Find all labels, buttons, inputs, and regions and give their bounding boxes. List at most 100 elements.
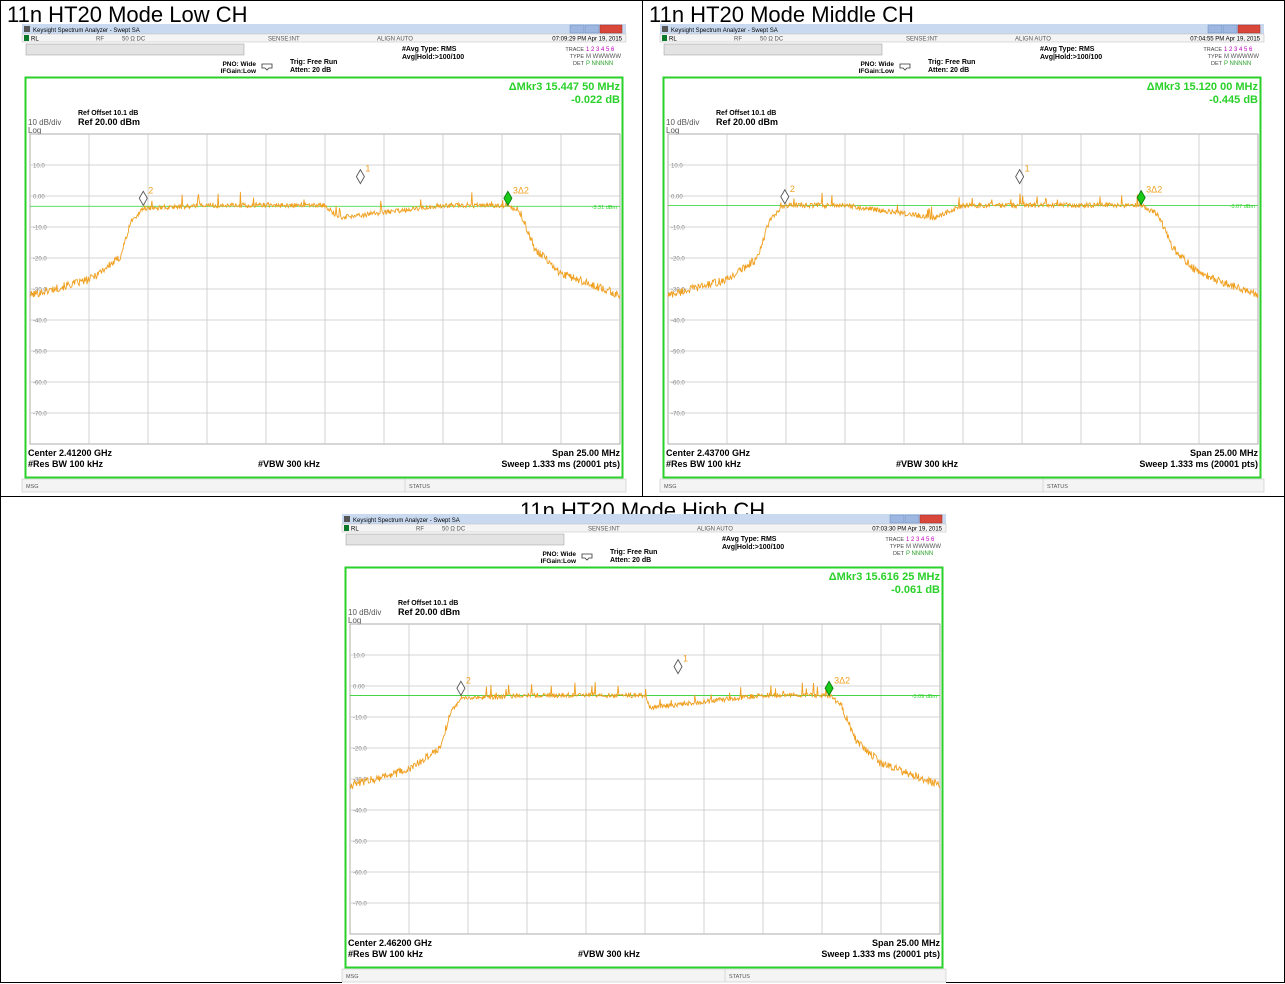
status-rf: RF bbox=[96, 37, 104, 43]
marker-3-diamond bbox=[1136, 189, 1146, 206]
status-timestamp: 07:03:30 PM Apr 19, 2015 bbox=[872, 527, 942, 533]
status-bar bbox=[21, 33, 627, 43]
avg-type: #Avg Type: RMS bbox=[722, 536, 777, 543]
avg-hold: Avg|Hold:>100/100 bbox=[1040, 54, 1102, 61]
y-tick-label: -10.0 bbox=[671, 226, 685, 232]
analyzer-window-middle: Keysight Spectrum Analyzer - Swept SA RL R… bbox=[659, 24, 1265, 494]
screen-border bbox=[344, 566, 944, 969]
sweep-setting: Sweep 1.333 ms (20001 pts) bbox=[501, 459, 620, 469]
app-icon bbox=[24, 26, 30, 32]
ref-level: Ref 20.00 dBm bbox=[78, 117, 140, 127]
marker-1-diamond bbox=[138, 190, 148, 207]
y-tick-label: 10.0 bbox=[671, 164, 683, 170]
y-tick-label: 0.00 bbox=[33, 195, 45, 201]
sweep-setting: Sweep 1.333 ms (20001 pts) bbox=[821, 949, 940, 959]
message-box bbox=[663, 43, 883, 56]
marker-readout: ΔMkr3 15.120 00 MHz bbox=[1147, 81, 1259, 93]
marker-readout: ΔMkr3 15.616 25 MHz bbox=[829, 571, 941, 583]
marker-2-diamond bbox=[673, 658, 683, 675]
status-rl: RL bbox=[351, 527, 359, 533]
marker-2-label: 1 bbox=[683, 654, 688, 664]
spectrum-trace bbox=[349, 682, 941, 790]
marker-3-label: 3Δ2 bbox=[834, 675, 850, 685]
log-label: Log bbox=[666, 126, 679, 135]
y-tick-label: -60.0 bbox=[33, 381, 47, 387]
msg-label: MSG bbox=[346, 974, 359, 980]
trig-setting: Trig: Free Run bbox=[610, 549, 657, 556]
analyzer-window-high: Keysight Spectrum Analyzer - Swept SA RL R… bbox=[341, 514, 947, 984]
close-button[interactable] bbox=[1237, 24, 1261, 34]
analyzer-screen: Keysight Spectrum Analyzer - Swept SA RL R… bbox=[659, 24, 1265, 493]
y-tick-label: -70.0 bbox=[353, 902, 367, 908]
det-label: DET bbox=[893, 551, 905, 557]
minimize-button[interactable] bbox=[889, 514, 905, 524]
panel-title-middle: 11n HT20 Mode Middle CH bbox=[649, 2, 914, 27]
status-rf: RF bbox=[734, 37, 742, 43]
status-label: STATUS bbox=[729, 974, 750, 980]
det-value: P NNNNN bbox=[586, 61, 613, 67]
span-frequency: Span 25.00 MHz bbox=[1190, 448, 1259, 458]
avg-type: #Avg Type: RMS bbox=[402, 46, 457, 53]
y-tick-label: -70.0 bbox=[671, 412, 685, 418]
y-tick-label: -20.0 bbox=[671, 257, 685, 263]
marker-3-label: 3Δ2 bbox=[1146, 185, 1162, 195]
status-label: STATUS bbox=[409, 484, 430, 490]
close-button[interactable] bbox=[919, 514, 943, 524]
marker-1-label: 2 bbox=[148, 185, 153, 195]
type-label: TYPE bbox=[1208, 54, 1223, 60]
marker-3-diamond bbox=[824, 680, 834, 697]
rbw-setting: #Res BW 100 kHz bbox=[348, 949, 424, 959]
y-tick-label: 10.0 bbox=[33, 164, 45, 170]
message-box bbox=[25, 43, 245, 56]
ref-offset: Ref Offset 10.1 dB bbox=[398, 600, 458, 607]
y-tick-label: -20.0 bbox=[353, 747, 367, 753]
pno-setting: PNO: Wide bbox=[222, 61, 256, 68]
close-button[interactable] bbox=[599, 24, 623, 34]
type-label: TYPE bbox=[570, 54, 585, 60]
det-value: P NNNNN bbox=[906, 551, 933, 557]
app-icon bbox=[344, 516, 350, 522]
ref-offset: Ref Offset 10.1 dB bbox=[78, 110, 138, 117]
status-sense: SENSE:INT bbox=[588, 527, 620, 533]
marker-delta: -0.061 dB bbox=[891, 584, 940, 596]
maximize-button[interactable] bbox=[1222, 24, 1238, 34]
window-titlebar bbox=[660, 24, 1264, 34]
spectrum-trace bbox=[29, 191, 621, 299]
vbw-setting: #VBW 300 kHz bbox=[258, 459, 321, 469]
y-tick-label: -50.0 bbox=[33, 350, 47, 356]
maximize-button[interactable] bbox=[904, 514, 920, 524]
display-line-label: -3.09 dBm bbox=[912, 694, 938, 700]
atten-setting: Atten: 20 dB bbox=[610, 557, 651, 564]
trigger-icon bbox=[581, 553, 593, 561]
trigger-icon bbox=[899, 63, 911, 71]
trig-setting: Trig: Free Run bbox=[928, 59, 975, 66]
status-timestamp: 07:04:55 PM Apr 19, 2015 bbox=[1190, 37, 1260, 43]
scale-label: 10 dB/div bbox=[28, 118, 61, 127]
spectrum-trace bbox=[667, 192, 1259, 298]
type-value: M WWWWW bbox=[586, 54, 621, 60]
y-tick-label: -10.0 bbox=[353, 716, 367, 722]
maximize-button[interactable] bbox=[584, 24, 600, 34]
vbw-setting: #VBW 300 kHz bbox=[578, 949, 641, 959]
message-box bbox=[345, 533, 565, 546]
ifgain-setting: IFGain:Low bbox=[541, 558, 577, 565]
window-title: Keysight Spectrum Analyzer - Swept SA bbox=[671, 28, 778, 34]
minimize-button[interactable] bbox=[1207, 24, 1223, 34]
y-tick-label: -40.0 bbox=[33, 319, 47, 325]
y-tick-label: -30.0 bbox=[671, 288, 685, 294]
status-align: ALIGN AUTO bbox=[1015, 37, 1051, 43]
trace-numbers: 1 2 3 4 5 6 bbox=[1224, 47, 1253, 53]
analyzer-screen: Keysight Spectrum Analyzer - Swept SA RL R… bbox=[21, 24, 627, 493]
minimize-button[interactable] bbox=[569, 24, 585, 34]
display-line-label: -3.31 dBm bbox=[592, 205, 618, 211]
y-tick-label: -10.0 bbox=[33, 226, 47, 232]
rbw-setting: #Res BW 100 kHz bbox=[28, 459, 104, 469]
avg-hold: Avg|Hold:>100/100 bbox=[722, 544, 784, 551]
status-indicator bbox=[24, 35, 29, 41]
pno-setting: PNO: Wide bbox=[542, 551, 576, 558]
bottom-strip bbox=[341, 968, 947, 983]
marker-2-diamond bbox=[1015, 168, 1025, 185]
app-icon bbox=[662, 26, 668, 32]
type-value: M WWWWW bbox=[1224, 54, 1259, 60]
status-impedance: 50 Ω DC bbox=[442, 527, 466, 533]
